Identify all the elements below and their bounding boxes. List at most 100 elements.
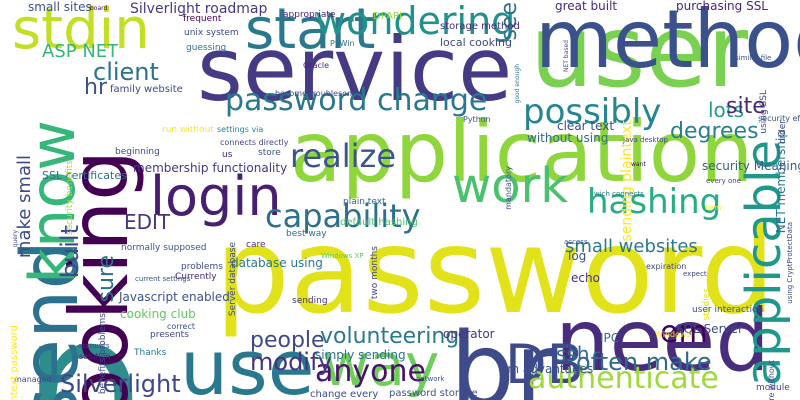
word: expect <box>683 270 707 278</box>
word: without using <box>527 131 609 145</box>
word: storage method <box>440 21 520 32</box>
word: wire without <box>767 360 776 400</box>
word: Javascript enabled <box>119 290 230 304</box>
word: work <box>452 158 569 214</box>
word: current settings <box>135 275 191 283</box>
word: em advantages <box>500 362 594 376</box>
word: volunteering <box>320 324 460 349</box>
word: password change <box>225 83 488 118</box>
word: local cooking <box>440 36 513 49</box>
word: clear text <box>557 119 615 133</box>
word: appropriate <box>283 10 336 20</box>
word: NET membership <box>774 130 788 234</box>
word: security effect <box>758 114 800 123</box>
word: anyone <box>315 354 426 389</box>
word: Python <box>463 115 491 124</box>
word: service <box>197 18 513 121</box>
word: realize <box>290 137 397 175</box>
word: log <box>568 249 587 263</box>
word: family website <box>110 84 183 95</box>
word: presents <box>150 330 189 340</box>
word: us <box>222 150 233 160</box>
word: similar file <box>735 54 772 62</box>
word: method <box>535 0 800 86</box>
word: problems <box>181 262 223 272</box>
word: use <box>180 323 315 400</box>
word: using CryptProtectData <box>786 222 794 304</box>
word: EDIT <box>124 210 171 234</box>
word: possibly <box>523 92 662 132</box>
word: care <box>246 240 266 250</box>
word: Windows <box>655 330 691 339</box>
word: capability <box>265 197 421 235</box>
word: Currently <box>175 272 217 282</box>
word: modify <box>250 348 333 376</box>
word: default hashing <box>340 217 418 228</box>
word: often make <box>576 348 712 376</box>
word: mandatory <box>504 166 513 210</box>
word: frequent <box>183 14 222 24</box>
word: good enough <box>514 64 521 104</box>
word: expiration <box>646 262 687 271</box>
word: need <box>555 291 770 391</box>
word: plain text <box>343 197 386 207</box>
word: membership functionality <box>133 161 288 175</box>
word: DPAPI <box>373 11 402 22</box>
word: two months <box>370 246 380 300</box>
word: normally supposed <box>121 243 207 253</box>
word: managed <box>14 375 52 384</box>
word: user interaction <box>692 305 764 315</box>
word: board <box>90 5 108 12</box>
word: em <box>660 315 708 350</box>
word: hr <box>84 75 107 100</box>
word: change every <box>310 389 379 400</box>
word: form <box>705 204 722 212</box>
word: ASP NET <box>42 41 119 62</box>
word: run without <box>162 125 214 135</box>
word: NET based <box>563 40 570 72</box>
word: operator <box>443 327 495 341</box>
word: SQL Server <box>676 322 743 336</box>
word: security Meaning <box>702 159 800 173</box>
word: client <box>93 58 159 86</box>
word: store <box>258 148 281 158</box>
word: start <box>245 0 376 62</box>
word: solution <box>79 352 111 361</box>
word: best way <box>286 229 327 239</box>
word: application <box>290 103 754 201</box>
word: Java desktop <box>623 136 668 144</box>
word: site <box>726 94 766 119</box>
word: purchasing SSL <box>676 0 768 13</box>
word: Silverlight <box>60 370 181 398</box>
word: Silverlight roadmap <box>130 1 268 17</box>
word: every one <box>706 177 742 185</box>
word: query <box>12 230 19 248</box>
word: IPC <box>600 331 620 345</box>
word: wondering <box>315 0 516 43</box>
word: become troublesome <box>275 89 360 98</box>
word: simply sending <box>315 348 406 362</box>
word: ssh <box>556 342 590 366</box>
word: module <box>756 383 790 393</box>
word: benefits problems <box>98 313 108 395</box>
word: want <box>631 161 646 168</box>
word: stdin <box>12 0 150 62</box>
word: access <box>564 238 588 246</box>
word: authenticate <box>528 361 719 396</box>
word: settings via <box>217 125 264 134</box>
word: cooking club <box>120 307 196 321</box>
word: plaintext password <box>9 325 20 400</box>
word: sending <box>292 296 328 306</box>
word: wich connects <box>594 190 644 198</box>
word: security benefits <box>65 160 75 236</box>
word: Thanks <box>134 348 167 358</box>
word: sure <box>94 255 119 303</box>
word: hashing <box>587 182 722 222</box>
word: great built <box>555 0 618 13</box>
word: using SSL <box>759 90 769 134</box>
word: unix system <box>184 28 239 38</box>
word: echo <box>571 271 600 285</box>
word: Server database <box>228 242 238 317</box>
word: network <box>416 375 445 383</box>
